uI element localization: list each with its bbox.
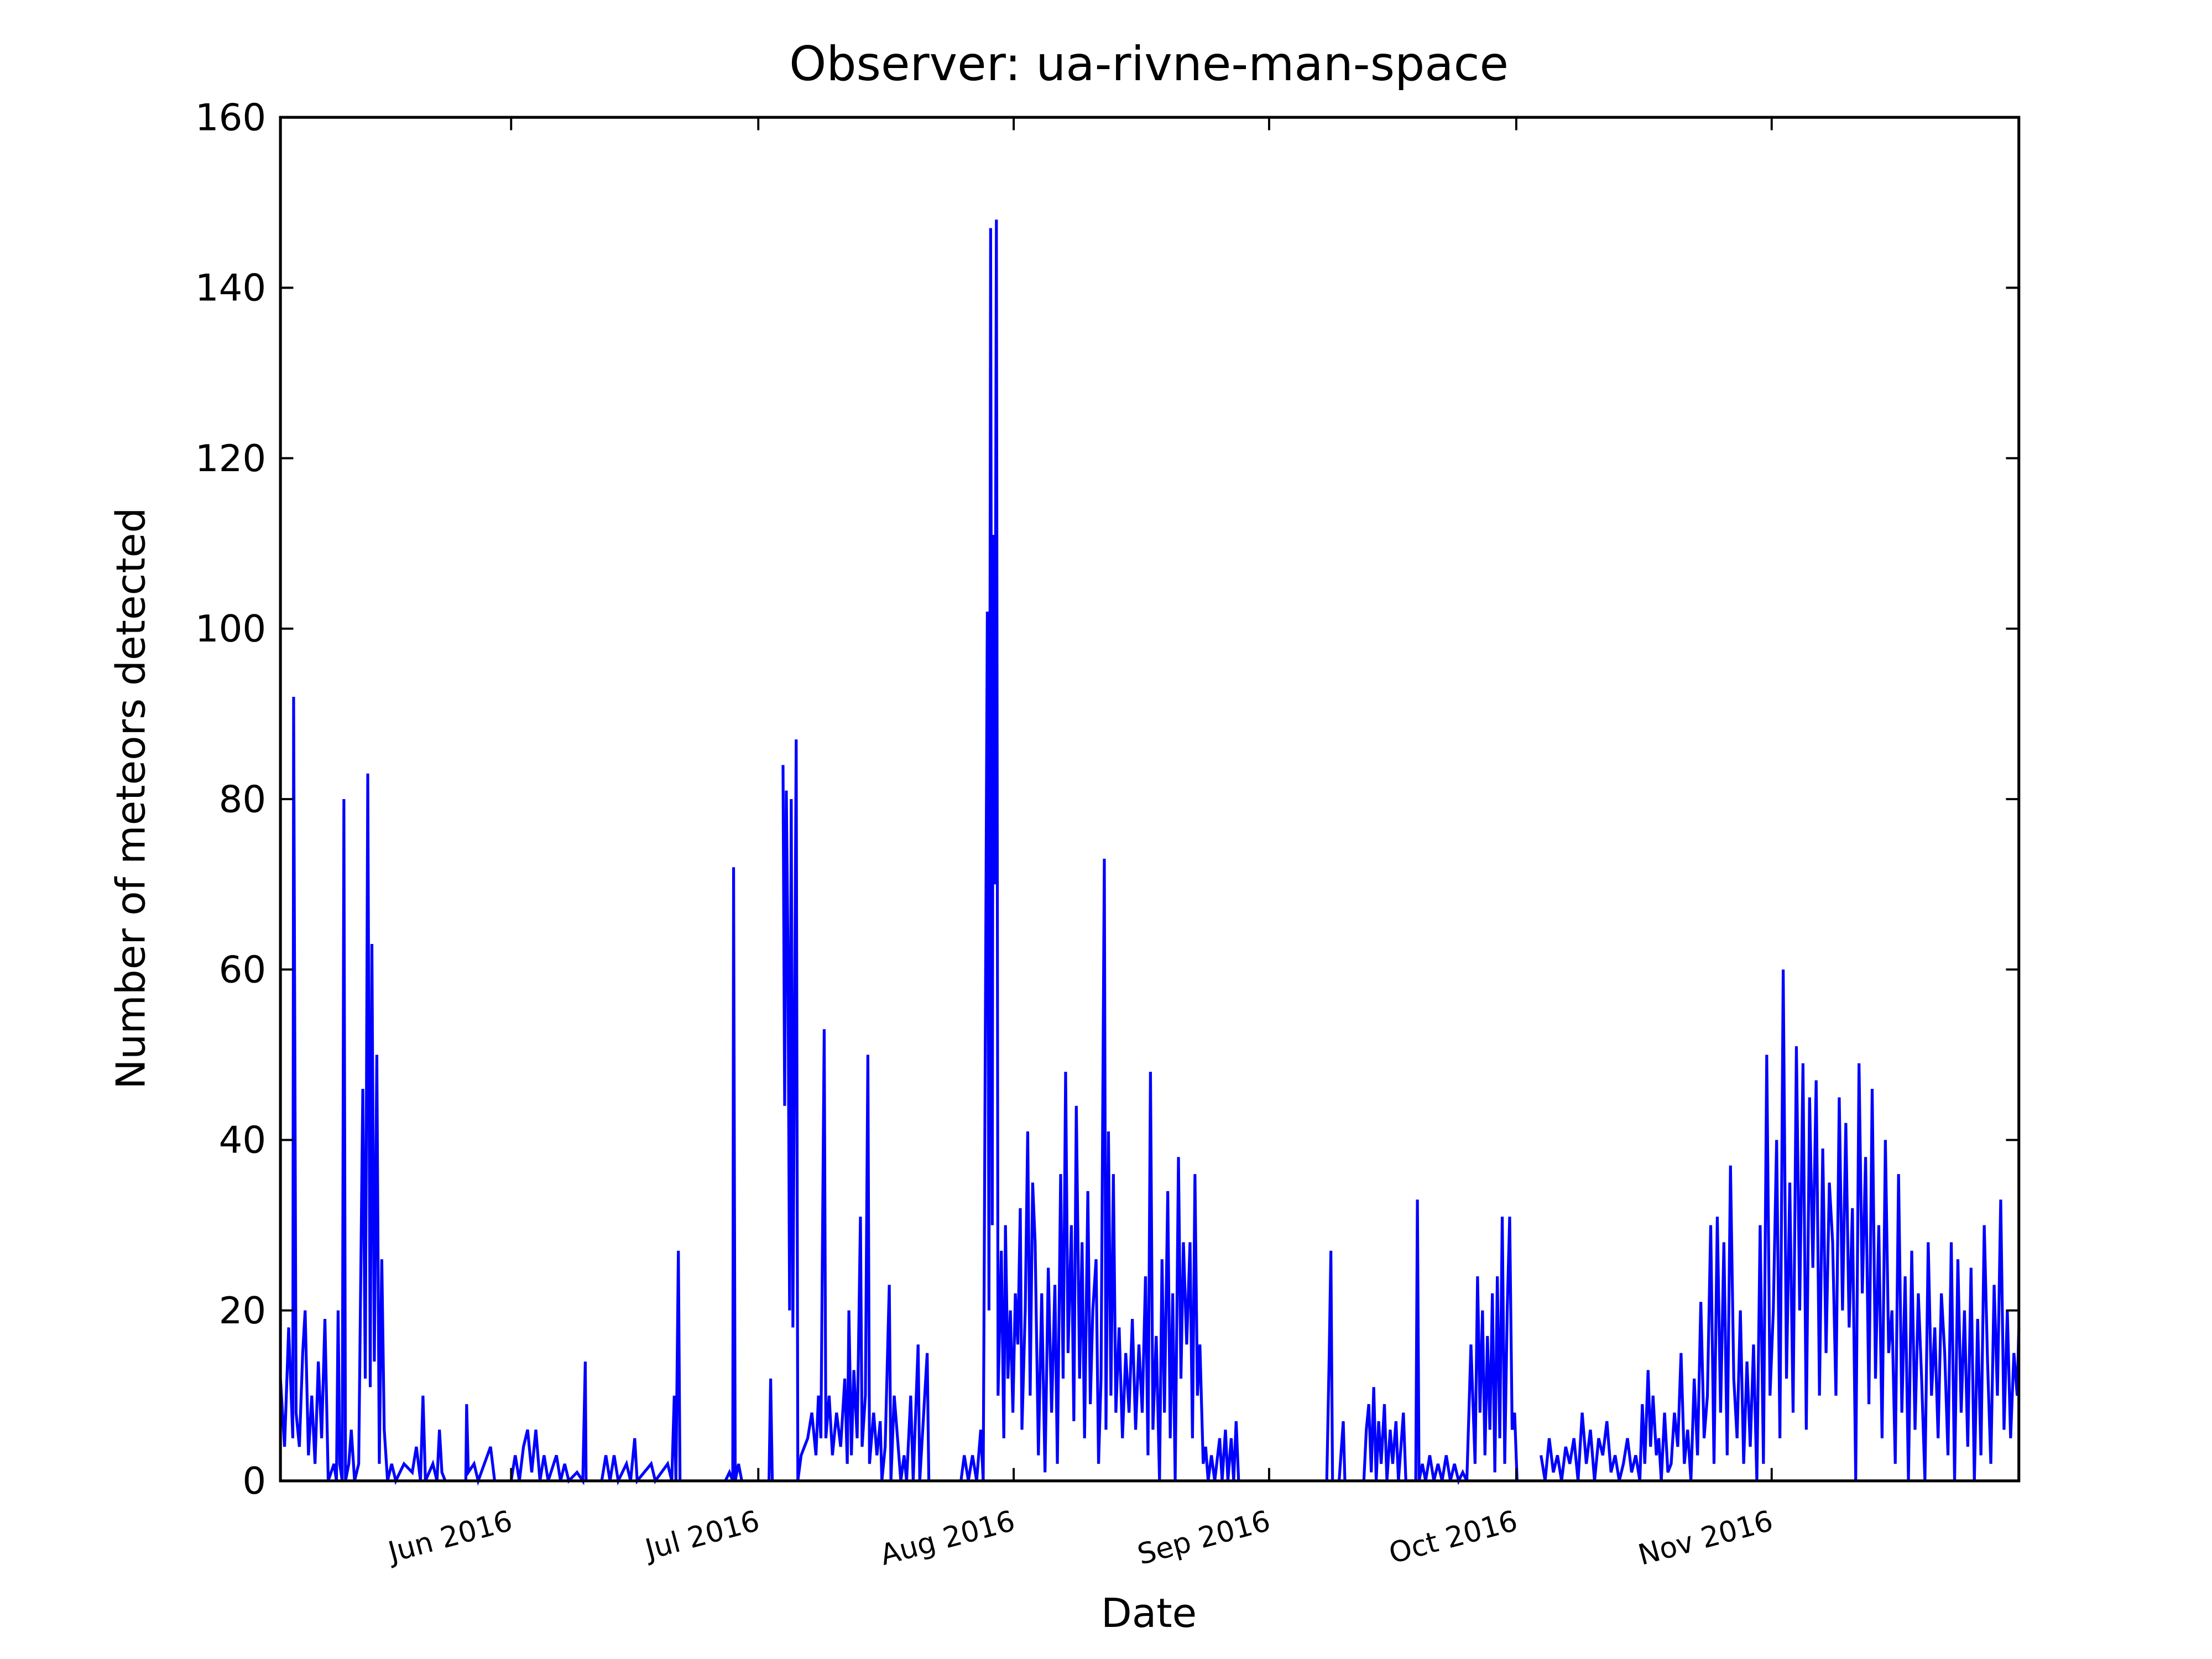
y-tick-label: 100 — [195, 607, 266, 650]
y-tick-label: 20 — [219, 1289, 267, 1332]
y-tick-label: 140 — [195, 267, 266, 310]
chart-title: Observer: ua-rivne-man-space — [789, 37, 1509, 92]
y-tick-label: 160 — [195, 96, 266, 139]
x-axis-label: Date — [1101, 1590, 1197, 1637]
y-axis-label: Number of meteors detected — [108, 508, 154, 1089]
y-tick-label: 0 — [242, 1459, 266, 1503]
y-tick-label: 120 — [195, 437, 266, 480]
y-tick-label: 40 — [219, 1119, 267, 1162]
y-tick-label: 80 — [219, 778, 267, 821]
y-tick-label: 60 — [219, 948, 267, 992]
